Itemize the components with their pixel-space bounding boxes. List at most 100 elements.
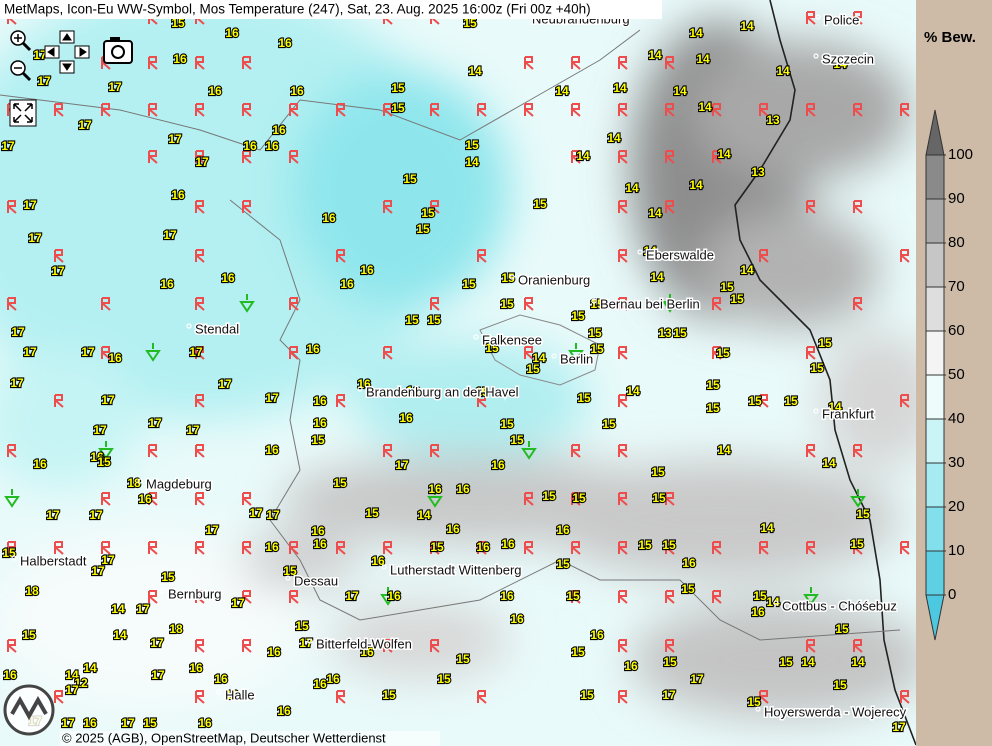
temperature-label: 17 (345, 589, 359, 603)
rain-symbol (242, 103, 252, 117)
rain-symbol (853, 11, 863, 25)
rain-symbol (54, 690, 64, 704)
temperature-label: 14 (698, 100, 712, 114)
rain-symbol (242, 639, 252, 653)
fullscreen-button[interactable] (9, 99, 37, 127)
temperature-label: 14 (650, 270, 664, 284)
city-marker (307, 638, 313, 644)
legend-band (926, 419, 944, 463)
zoom-out[interactable] (10, 60, 32, 82)
temperature-label: 17 (101, 553, 115, 567)
rain-symbol (148, 492, 158, 506)
temperature-label: 18 (25, 584, 39, 598)
temperature-label: 16 (340, 277, 354, 291)
rain-symbol (54, 249, 64, 263)
rain-symbol (430, 444, 440, 458)
rain-symbol (618, 56, 628, 70)
rain-symbol (148, 590, 158, 604)
temperature-label: 17 (108, 80, 122, 94)
temperature-label: 14 (555, 84, 569, 98)
rain-symbol (54, 394, 64, 408)
rain-symbol (665, 103, 675, 117)
rain-symbol (195, 249, 205, 263)
legend-band (926, 155, 944, 199)
city-label: Lutherstadt Wittenberg (390, 562, 522, 577)
temperature-label: 14 (822, 456, 836, 470)
temperature-label: 15 (662, 538, 676, 552)
zoom-in[interactable] (10, 30, 32, 52)
temperature-label: 15 (2, 546, 16, 560)
legend-band (926, 331, 944, 375)
temperature-label: 14 (776, 64, 790, 78)
temperature-label: 14 (468, 64, 482, 78)
temperature-label: 15 (663, 655, 677, 669)
city-marker (773, 600, 779, 606)
temperature-label: 16 (160, 277, 174, 291)
rain-symbol (7, 297, 17, 311)
temperature-label: 16 (171, 188, 185, 202)
legend-tick-label: 80 (948, 234, 965, 251)
temperature-label: 15 (856, 507, 870, 521)
temperature-label: 16 (278, 36, 292, 50)
shower-symbol (4, 489, 20, 508)
rain-symbol (242, 590, 252, 604)
legend-tick-label: 70 (948, 278, 965, 295)
city-marker (637, 249, 643, 255)
temperature-label: 16 (265, 443, 279, 457)
temperature-label: 17 (51, 264, 65, 278)
temperature-label: 16 (476, 540, 490, 554)
legend-band (926, 243, 944, 287)
screenshot-button[interactable] (103, 37, 133, 64)
temperature-label: 16 (138, 492, 152, 506)
city-marker (813, 53, 819, 59)
rain-symbol (665, 639, 675, 653)
rain-symbol (571, 150, 581, 164)
temperature-label: 16 (108, 351, 122, 365)
rain-symbol (571, 56, 581, 70)
rain-symbol (289, 297, 299, 311)
temperature-label: 18 (127, 476, 141, 490)
temperature-label: 15 (779, 655, 793, 669)
temperature-label: 14 (625, 181, 639, 195)
city-label: Brandenburg an der Havel (366, 384, 519, 399)
temperature-label: 15 (706, 378, 720, 392)
temperature-label: 14 (740, 19, 754, 33)
rain-symbol (853, 541, 863, 555)
temperature-label: 16 (243, 139, 257, 153)
rain-symbol (430, 297, 440, 311)
temperature-label: 15 (577, 391, 591, 405)
temperature-label: 17 (121, 716, 135, 730)
temperature-label: 15 (526, 362, 540, 376)
rain-symbol (712, 590, 722, 604)
rain-symbol (195, 492, 205, 506)
temperature-label: 16 (406, 384, 420, 398)
pan-control[interactable] (44, 30, 90, 74)
rain-symbol (524, 56, 534, 70)
legend-band (926, 507, 944, 551)
rain-symbol (524, 297, 534, 311)
temperature-label: 15 (295, 619, 309, 633)
rain-symbol (665, 150, 675, 164)
rain-symbol (383, 541, 393, 555)
temperature-label: 13 (658, 326, 672, 340)
temperature-label: 16 (290, 84, 304, 98)
rain-symbol (195, 444, 205, 458)
rain-symbol (477, 249, 487, 263)
temperature-label: 16 (428, 482, 442, 496)
temperature-label: 15 (533, 197, 547, 211)
rain-symbol (618, 346, 628, 360)
temperature-label: 14 (648, 48, 662, 62)
rain-symbol (242, 541, 252, 555)
temperature-label: 17 (195, 155, 209, 169)
rain-symbol (900, 394, 910, 408)
rain-symbol (712, 150, 722, 164)
temperature-label: 17 (136, 602, 150, 616)
temperature-label: 16 (267, 645, 281, 659)
temperature-label: 16 (3, 668, 17, 682)
rain-symbol (289, 150, 299, 164)
rain-symbol (195, 394, 205, 408)
city-marker (381, 564, 387, 570)
temperature-label: 14 (417, 508, 431, 522)
temperature-label: 17 (28, 231, 42, 245)
